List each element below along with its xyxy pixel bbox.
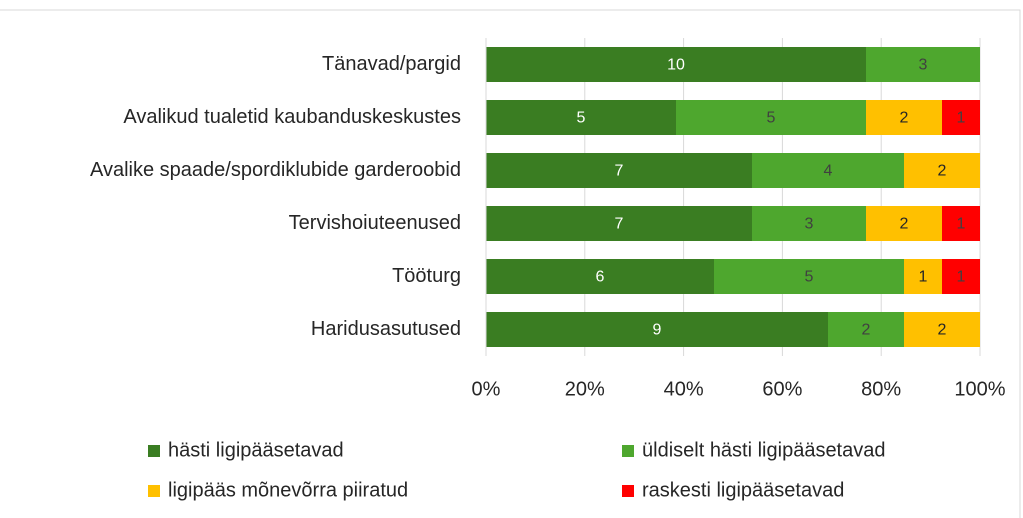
y-tick-label: Tööturg <box>392 265 461 287</box>
bar-segment <box>714 259 904 294</box>
legend-label: hästi ligipääsetavad <box>168 439 344 461</box>
y-tick-label: Haridusasutused <box>311 318 461 340</box>
bar-segment <box>486 206 752 241</box>
bar-segment <box>752 206 866 241</box>
data-label: 1 <box>957 110 966 127</box>
data-label: 2 <box>938 163 947 180</box>
data-label: 7 <box>615 163 624 180</box>
bar-segment <box>942 206 980 241</box>
data-label: 2 <box>938 322 947 339</box>
bar-segment <box>904 259 942 294</box>
data-label: 2 <box>900 216 909 233</box>
legend-swatch <box>148 485 160 497</box>
bar-segment <box>486 153 752 188</box>
x-tick-label: 60% <box>762 378 802 400</box>
data-label: 5 <box>767 110 776 127</box>
y-tick-label: Tänavad/pargid <box>322 53 461 75</box>
legend-label: ligipääs mõnevõrra piiratud <box>168 479 408 501</box>
data-label: 7 <box>615 216 624 233</box>
bar-segment <box>486 259 714 294</box>
data-label: 2 <box>900 110 909 127</box>
data-label: 5 <box>805 269 814 286</box>
bar-segment <box>676 100 866 135</box>
x-tick-label: 0% <box>472 378 501 400</box>
y-tick-label: Avalike spaade/spordiklubide garderoobid <box>90 159 461 181</box>
x-tick-label: 20% <box>565 378 605 400</box>
bar-segment <box>486 47 866 82</box>
data-label: 5 <box>577 110 586 127</box>
legend-label: üldiselt hästi ligipääsetavad <box>642 439 886 461</box>
bar-segment <box>866 206 942 241</box>
data-label: 2 <box>862 322 871 339</box>
y-tick-label: Avalikud tualetid kaubanduskeskustes <box>123 106 461 128</box>
bar-segment <box>486 312 828 347</box>
bar-segment <box>866 100 942 135</box>
data-label: 1 <box>957 216 966 233</box>
bar-segment <box>942 100 980 135</box>
x-tick-label: 40% <box>664 378 704 400</box>
legend-swatch <box>148 445 160 457</box>
bar-segment <box>942 259 980 294</box>
legend-swatch <box>622 445 634 457</box>
bar-segment <box>904 153 980 188</box>
x-tick-label: 100% <box>954 378 1005 400</box>
data-label: 10 <box>667 57 685 74</box>
legend-swatch <box>622 485 634 497</box>
bar-segment <box>486 100 676 135</box>
bar-segment <box>828 312 904 347</box>
data-label: 1 <box>957 269 966 286</box>
data-label: 1 <box>919 269 928 286</box>
y-tick-label: Tervishoiuteenused <box>289 212 461 234</box>
data-label: 3 <box>919 57 928 74</box>
bar-segment <box>866 47 980 82</box>
data-label: 4 <box>824 163 833 180</box>
x-tick-label: 80% <box>861 378 901 400</box>
bar-segment <box>904 312 980 347</box>
legend-label: raskesti ligipääsetavad <box>642 479 844 501</box>
data-label: 9 <box>653 322 662 339</box>
bar-segment <box>752 153 904 188</box>
data-label: 6 <box>596 269 605 286</box>
data-label: 3 <box>805 216 814 233</box>
